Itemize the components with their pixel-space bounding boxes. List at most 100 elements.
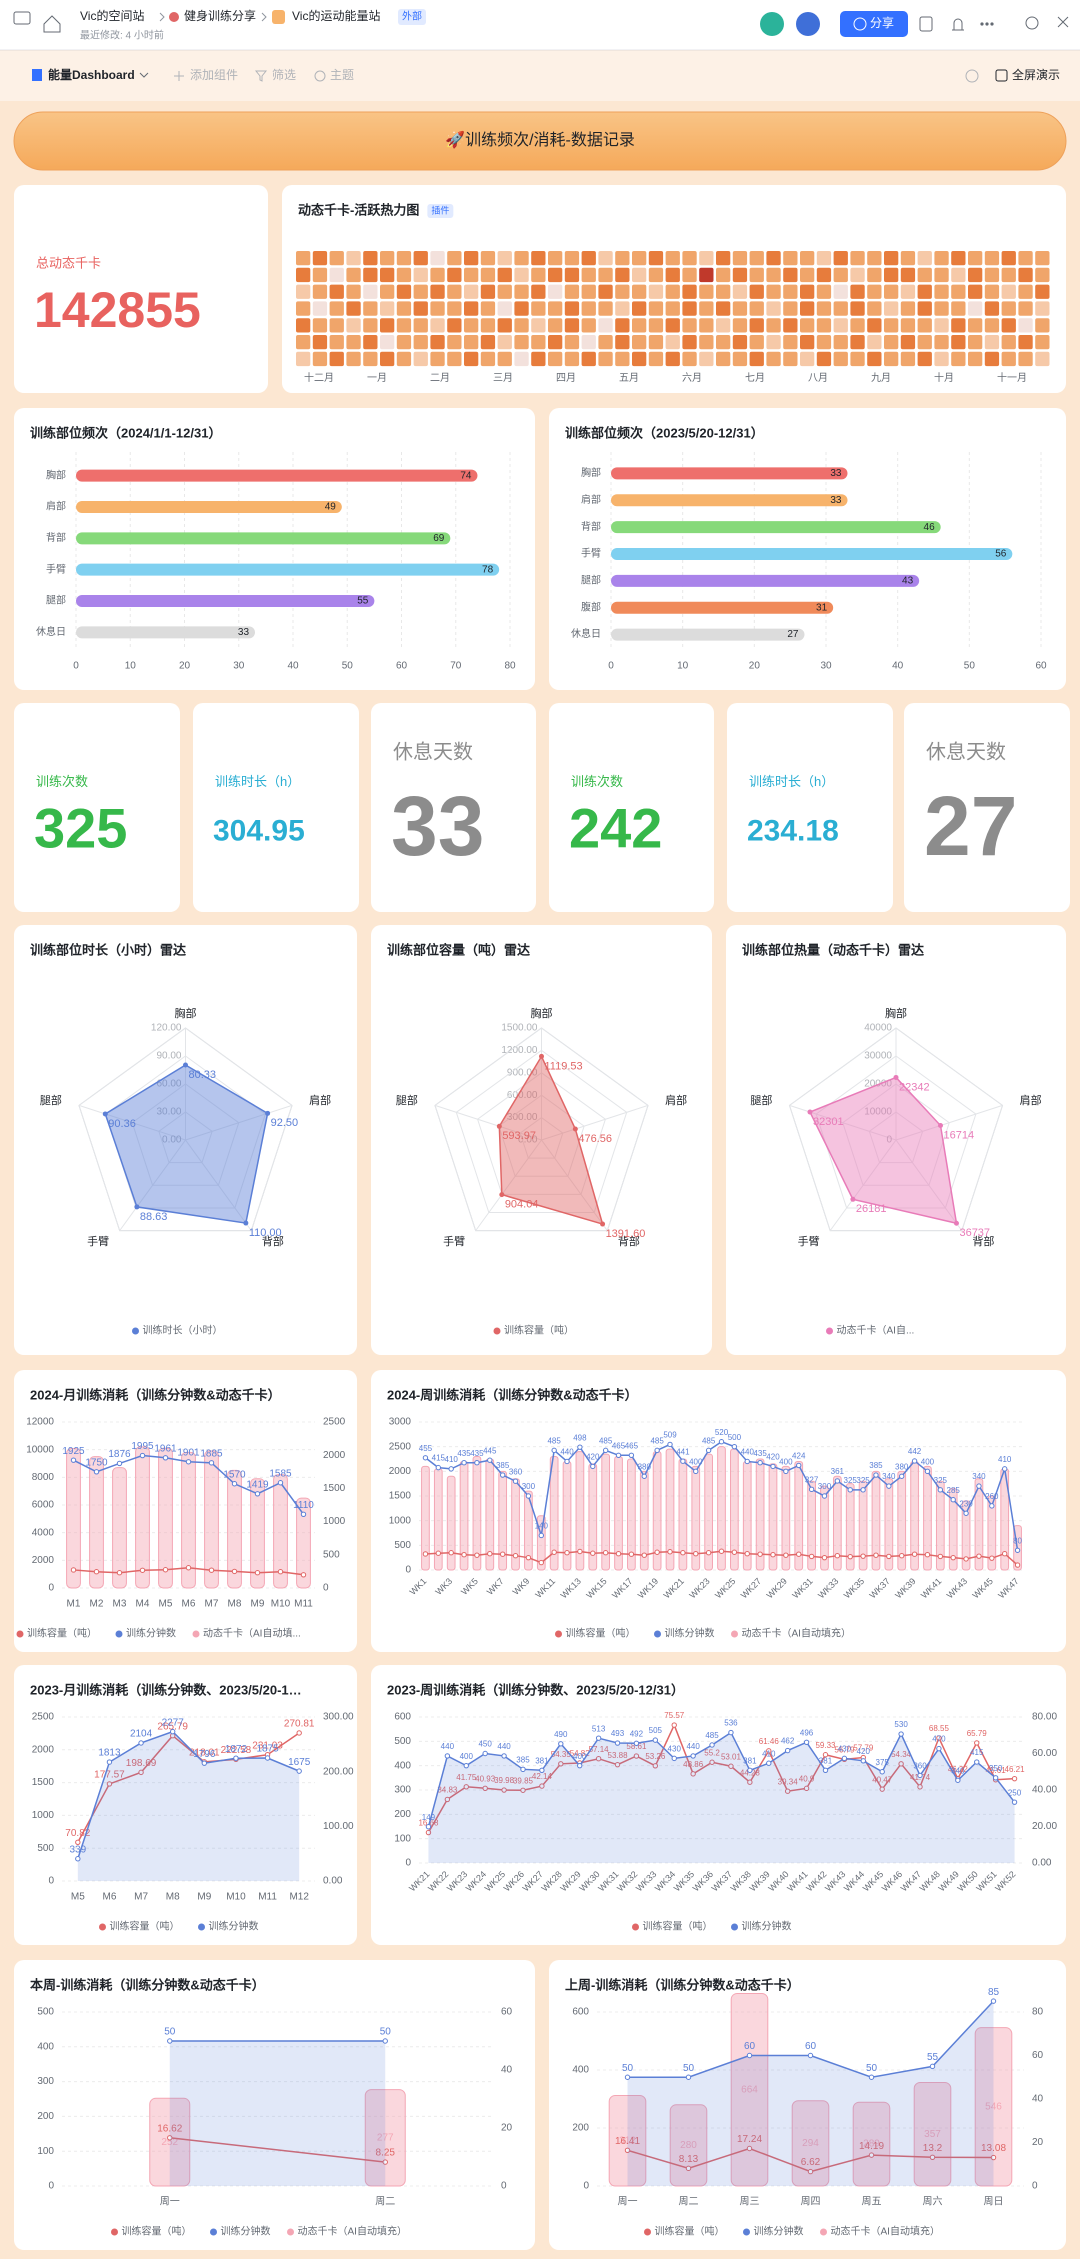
- heatmap-cell: [732, 267, 748, 283]
- area: [627, 2001, 994, 2186]
- heatmap-cell: [816, 351, 832, 367]
- search-icon[interactable]: [1025, 16, 1039, 30]
- kpi-value: 27: [924, 779, 1017, 873]
- legend-marker: [632, 1923, 639, 1931]
- radar-point: [102, 1111, 108, 1117]
- x-tick-label: M9: [251, 1599, 265, 1610]
- breadcrumb-item[interactable]: 健身训练分享: [184, 8, 256, 23]
- icon[interactable]: [965, 69, 979, 83]
- icon[interactable]: [919, 16, 933, 32]
- radar-point: [265, 1110, 271, 1116]
- breadcrumb-item[interactable]: Vic的空间站: [80, 8, 144, 23]
- heatmap-cell: [447, 335, 462, 350]
- heatmap-cell: [363, 301, 378, 316]
- breadcrumb-item[interactable]: Vic的运动能量站: [292, 8, 380, 23]
- close-icon[interactable]: [1057, 16, 1069, 28]
- card: [904, 703, 1070, 912]
- x-tick-label: M5: [159, 1599, 173, 1610]
- point: [937, 1487, 944, 1493]
- value-label: 325: [844, 1476, 858, 1485]
- value-label: 289: [863, 2139, 880, 2150]
- heatmap-cell: [1018, 351, 1033, 367]
- heatmap-cell: [396, 318, 412, 333]
- value-label: 904.04: [505, 1199, 539, 1211]
- heatmap-cell: [816, 251, 832, 266]
- bell-icon[interactable]: [952, 18, 964, 31]
- bar: [611, 521, 941, 534]
- heatmap-cell: [430, 351, 445, 367]
- legend-label: 训练分钟数: [754, 2225, 804, 2238]
- kpi-label: 训练时长（h）: [215, 774, 300, 789]
- heatmap-cell: [548, 301, 563, 316]
- value-label: 55: [927, 2052, 939, 2063]
- x-tick-label: M8: [228, 1599, 242, 1610]
- point: [822, 1767, 829, 1773]
- heatmap-cell: [480, 318, 496, 333]
- bar: [149, 2097, 191, 2187]
- breadcrumb-separator: [159, 12, 165, 22]
- value-label: 1876: [108, 1449, 131, 1460]
- share-button[interactable]: [840, 11, 908, 37]
- value-label: 85: [988, 1987, 1000, 1998]
- heatmap-cell: [480, 351, 496, 367]
- heatmap-cell: [1035, 335, 1050, 350]
- point: [860, 1553, 866, 1559]
- radar-spoke: [541, 1104, 649, 1141]
- point: [106, 1781, 113, 1787]
- filter[interactable]: 筛选: [272, 67, 296, 82]
- month-label: 三月: [493, 372, 513, 384]
- heatmap-cell: [850, 335, 865, 350]
- radar-point: [807, 1109, 813, 1115]
- heatmap-cell: [497, 267, 512, 283]
- value-label: 380: [638, 1462, 652, 1471]
- heatmap-cell: [766, 301, 781, 316]
- bar: [665, 1448, 675, 1571]
- point: [487, 1551, 493, 1557]
- x-tick-label: 周六: [923, 2196, 943, 2208]
- theme[interactable]: 主题: [330, 68, 354, 82]
- heatmap-cell: [968, 251, 983, 266]
- bar: [76, 563, 500, 576]
- heatmap-cell: [312, 301, 328, 316]
- heatmap-cell: [1018, 318, 1033, 333]
- point: [425, 1829, 432, 1836]
- heatmap-cell: [581, 318, 596, 333]
- legend-marker: [198, 1923, 205, 1931]
- value-label: 2104: [130, 1729, 153, 1740]
- y-tick-label: 400: [572, 2065, 589, 2076]
- heatmap-cell: [816, 267, 832, 283]
- radar-point: [850, 1196, 856, 1202]
- card: [14, 703, 180, 912]
- menu-icon[interactable]: [13, 11, 31, 25]
- category-label: 肩部: [581, 493, 601, 506]
- kpi-value: 304.95: [213, 815, 305, 848]
- value-label: 462: [781, 1737, 795, 1746]
- point: [444, 1753, 451, 1759]
- value-label: 75.57: [664, 1711, 685, 1720]
- home-icon[interactable]: [43, 15, 61, 33]
- value-label: 500: [728, 1433, 742, 1442]
- radar-tick-label: 120.00: [151, 1023, 182, 1034]
- avatar[interactable]: [796, 12, 820, 36]
- point: [169, 1728, 176, 1735]
- more-icon[interactable]: [980, 22, 994, 26]
- dashboard-name[interactable]: 能量Dashboard: [48, 67, 135, 82]
- bar: [845, 1483, 855, 1571]
- value-label: 231.03: [252, 1740, 283, 1751]
- point: [116, 1460, 123, 1467]
- point: [138, 1769, 144, 1776]
- avatar[interactable]: [760, 12, 784, 36]
- share-label[interactable]: 分享: [870, 15, 894, 30]
- x-tick-label: 0: [608, 661, 614, 672]
- value-label: 1875: [256, 1744, 279, 1755]
- kpi-value: 234.18: [747, 815, 839, 848]
- x-tick-label: 20: [179, 661, 191, 672]
- value-label: 48.86: [683, 1760, 704, 1769]
- point: [757, 1551, 763, 1557]
- fullscreen[interactable]: 全屏演示: [1012, 67, 1060, 82]
- heatmap-cell: [564, 251, 580, 266]
- heatmap-cell: [934, 318, 949, 333]
- value-label: 230: [959, 1499, 973, 1508]
- add-widget[interactable]: 添加组件: [190, 68, 238, 82]
- legend-label: 动态千卡（AI自动填充）: [298, 2225, 407, 2238]
